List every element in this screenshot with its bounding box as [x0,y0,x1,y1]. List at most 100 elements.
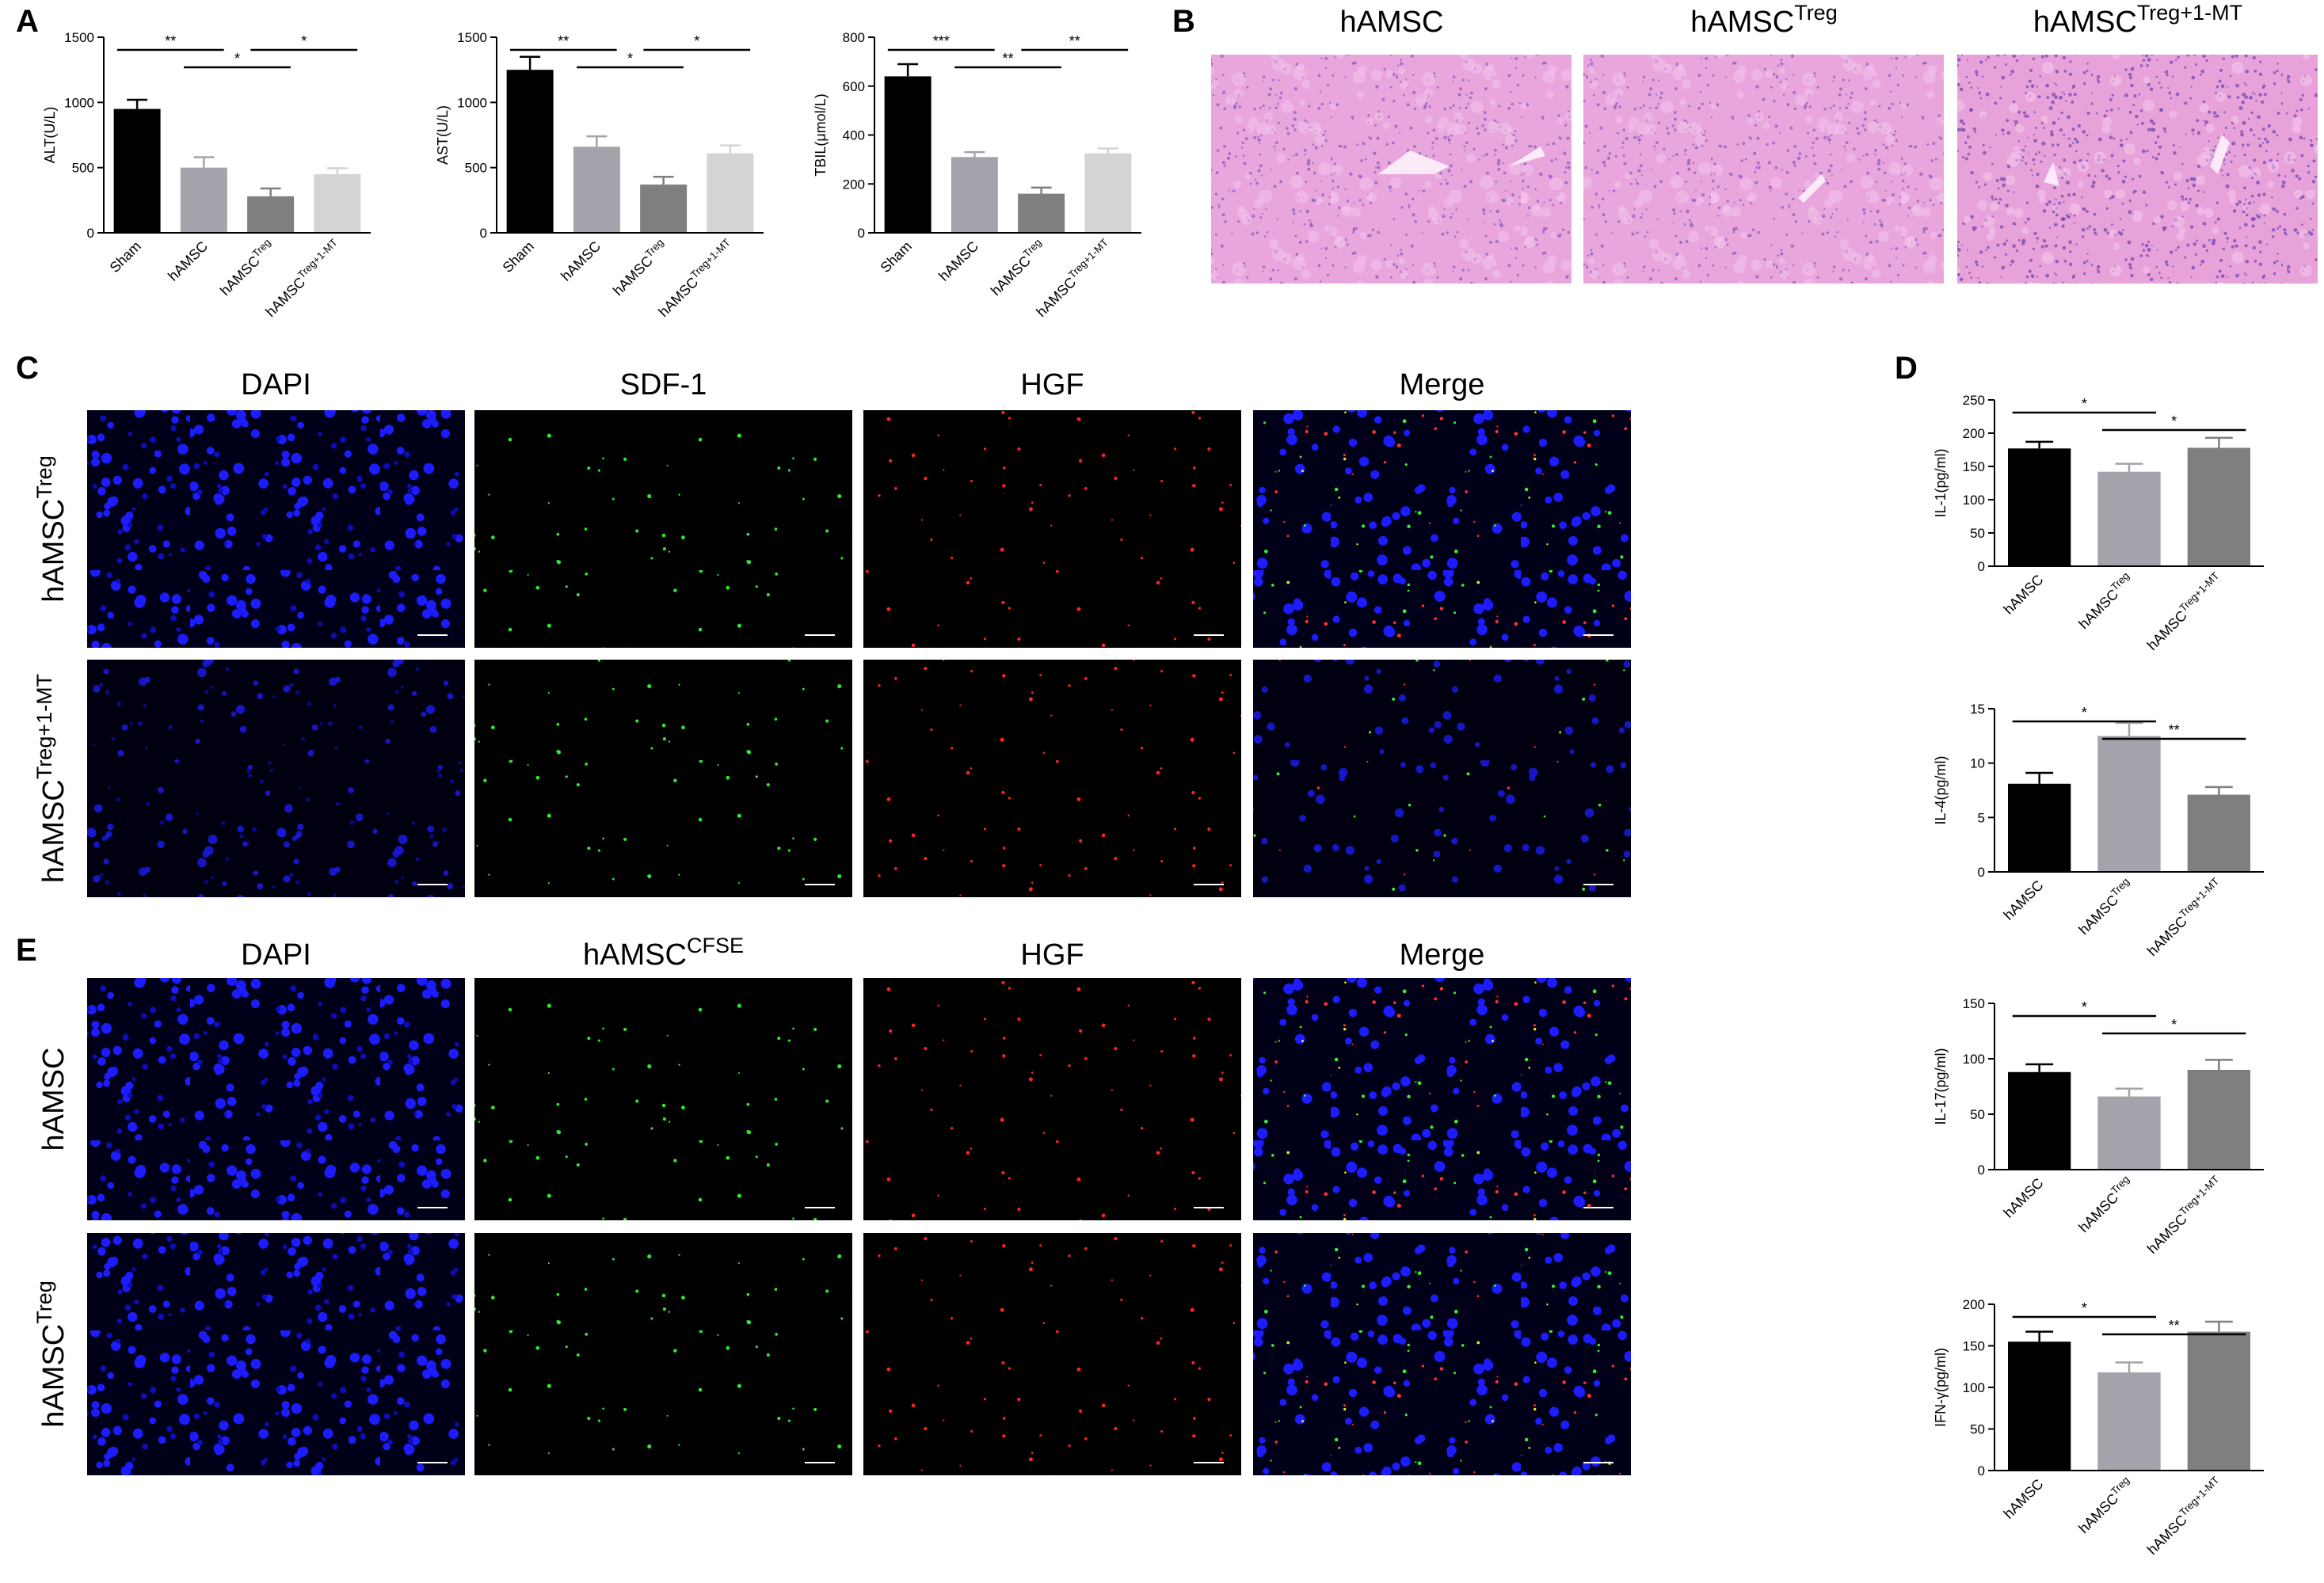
significance-label: * [2082,1300,2087,1316]
bar [1018,193,1065,233]
bar [1084,153,1132,233]
x-tick-label-sup: Treg+1-MT [2177,1474,2221,1518]
y-tick-label: 200 [1963,426,1985,441]
x-tick-label: hAMSC [2001,1476,2047,1522]
bar [707,153,754,233]
x-tick-label: hAMSC [558,238,604,284]
x-tick-label: hAMSCTreg+1-MT [653,236,737,320]
axis-line [1994,400,2264,567]
column-header: hAMSCCFSE [583,934,744,972]
x-tick-label-base: hAMSC [2144,1512,2190,1558]
fluorescence-image [474,1233,852,1475]
x-tick-label-base: hAMSC [2144,607,2190,653]
bar [2187,447,2250,566]
error-bar [2025,1063,2054,1072]
column-header: SDF-1 [620,368,707,401]
x-tick-label: hAMSCTreg [2074,1474,2136,1536]
column-header-base: DAPI [241,938,311,972]
bar [506,70,554,234]
bar [2008,1341,2071,1471]
column-header-sup: CFSE [687,934,744,957]
error-bar [2204,786,2233,795]
column-header: DAPI [241,368,311,401]
bar [2097,471,2161,566]
x-tick-label-base: hAMSC [2075,892,2121,938]
axis-line [1994,1304,2264,1471]
column-header: Merge [1400,938,1485,972]
column-header-base: hAMSC [1340,6,1444,39]
x-tick-label: hAMSCTreg+1-MT [2143,1173,2227,1257]
significance-label: * [234,51,240,67]
significance-label: * [2082,999,2087,1015]
error-bar [2115,1087,2143,1097]
y-tick-label: 250 [1963,393,1985,408]
y-tick-label: 500 [465,161,487,176]
y-tick-label: 0 [480,226,487,241]
error-bar [719,144,741,154]
bar [2187,1070,2250,1170]
bar [2097,1372,2161,1471]
row-label-base: hAMSC [37,1048,70,1151]
x-tick-label: hAMSCTreg [2074,569,2136,632]
fluorescence-image [87,410,465,648]
y-axis-label: ALT(U/L) [42,107,58,164]
axis-line [1994,709,2264,873]
fluorescence-image [474,660,852,897]
fluorescence-image [863,1233,1241,1475]
error-bar [1031,186,1052,194]
error-bar [2204,1320,2233,1332]
error-bar [2115,721,2143,736]
panel-letter: C [16,351,39,386]
error-bar [897,63,919,77]
bar [247,196,295,233]
x-tick-label-base: hAMSC [2075,1189,2121,1235]
y-axis-label: IL-4(pg/ml) [1933,755,1949,824]
error-bar [326,167,348,174]
vessel [1798,174,1826,203]
column-header-base: Merge [1400,368,1485,401]
significance-label: ** [2169,722,2180,738]
fluorescence-image [87,1233,465,1475]
column-header: HGF [1020,938,1084,972]
column-header-base: hAMSC [1690,6,1794,39]
column-header-sup: Treg [1794,1,1838,25]
column-header-base: hAMSC [2033,6,2137,39]
x-tick-label-base: Sham [878,238,915,276]
column-header: HGF [1020,368,1084,401]
y-tick-label: 600 [843,79,865,94]
x-tick-label-sup: Treg+1-MT [1066,236,1111,280]
error-bar [260,187,281,196]
y-tick-label: 100 [1963,493,1985,508]
column-header-base: hAMSC [583,938,687,972]
fluorescence-image [87,978,465,1220]
x-tick-label-sup: Treg+1-MT [2177,875,2221,919]
bar [2008,1071,2071,1170]
error-bar [2115,462,2143,472]
y-tick-label: 50 [1970,1107,1985,1122]
fluorescence-image [863,660,1241,897]
y-tick-label: 500 [72,161,94,176]
error-bar [1097,147,1118,154]
error-bar [2204,1059,2233,1070]
y-axis-label: AST(U/L) [435,105,451,165]
panel-letter: E [16,933,37,968]
x-tick-label: hAMSC [2001,1175,2047,1221]
row-label-sup: Treg [32,1280,56,1324]
bar [2008,448,2071,566]
row-label: hAMSCTreg+1-MT [32,674,70,883]
bar [2097,1096,2161,1170]
fluorescence-image [1253,978,1631,1220]
column-header: hAMSCTreg [1690,1,1837,39]
x-tick-label: hAMSCTreg [2074,875,2136,938]
y-tick-label: 0 [1978,1163,1985,1178]
x-tick-label: hAMSCTreg [986,236,1049,299]
significance-label: ** [165,33,176,49]
column-header-base: Merge [1400,938,1485,972]
bar [951,157,998,233]
x-tick-label-sup: Treg+1-MT [295,236,340,280]
bar [2097,736,2161,872]
x-tick-label: hAMSCTreg+1-MT [1031,236,1115,320]
row-label-base: hAMSC [37,779,70,883]
error-bar [2025,1330,2054,1342]
